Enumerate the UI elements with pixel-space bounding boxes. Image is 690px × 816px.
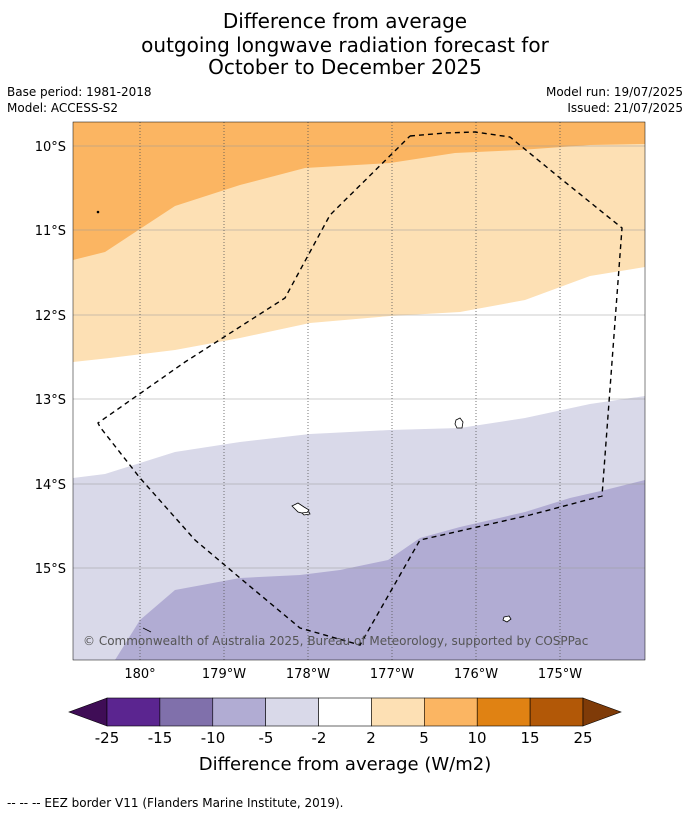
colorbar-extend-low xyxy=(68,697,108,727)
island-futuna xyxy=(291,502,310,515)
lon-label: 177°W xyxy=(370,667,414,682)
island-islet-nw xyxy=(96,210,100,214)
colorbar-swatch xyxy=(265,697,319,727)
lat-label: 14°S xyxy=(35,478,66,493)
colorbar-label: Difference from average (W/m2) xyxy=(199,754,491,775)
map-area: © Commonwealth of Australia 2025, Bureau… xyxy=(73,122,645,660)
band-purple xyxy=(115,480,645,660)
island-wallis xyxy=(454,417,464,429)
colorbar-tick: 10 xyxy=(467,729,486,747)
lat-label: 13°S xyxy=(35,393,66,408)
longitude-labels: 180° 179°W 178°W 177°W 176°W 175°W xyxy=(124,667,582,682)
lat-label: 12°S xyxy=(35,309,66,324)
issued-date: Issued: 21/07/2025 xyxy=(567,101,683,115)
island-niuafoou xyxy=(502,615,512,623)
colorbar-tick: -15 xyxy=(148,729,173,747)
latitude-labels: 10°S 11°S 12°S 13°S 14°S 15°S xyxy=(35,140,66,577)
colorbar-tick: 5 xyxy=(419,729,429,747)
colorbar-ticks: -25 -15 -10 -5 -2 2 5 10 15 25 xyxy=(95,729,593,747)
eez-border xyxy=(97,131,623,646)
band-orange xyxy=(73,122,645,260)
copyright-notice: © Commonwealth of Australia 2025, Bureau… xyxy=(83,634,588,648)
lon-label: 180° xyxy=(124,667,155,682)
title-line-3: October to December 2025 xyxy=(208,55,482,79)
lon-label: 175°W xyxy=(538,667,582,682)
colorbar-tick: 15 xyxy=(520,729,539,747)
colorbar-tick: -5 xyxy=(259,729,274,747)
colorbar-tick: 2 xyxy=(366,729,376,747)
title-line-1: Difference from average xyxy=(222,9,468,33)
colorbar-extend-high xyxy=(582,697,622,727)
lon-label: 179°W xyxy=(202,667,246,682)
colorbar-swatch xyxy=(212,697,266,727)
title-line-2: outgoing longwave radiation forecast for xyxy=(141,33,549,57)
colorbar-swatch xyxy=(159,697,214,727)
model-name: Model: ACCESS-S2 xyxy=(7,101,119,115)
colorbar xyxy=(68,697,622,727)
colorbar-tick: -25 xyxy=(95,729,120,747)
map-frame xyxy=(72,121,646,661)
lat-label: 15°S xyxy=(35,562,66,577)
colorbar-swatch xyxy=(424,697,478,727)
lat-label: 10°S xyxy=(35,140,66,155)
island-alofi xyxy=(301,511,311,516)
colorbar-swatch xyxy=(476,697,531,727)
colorbar-swatch xyxy=(529,697,584,727)
latitude-gridlines xyxy=(73,145,645,569)
colorbar-swatch xyxy=(318,697,372,727)
lat-label: 11°S xyxy=(35,224,66,239)
lon-label: 176°W xyxy=(454,667,498,682)
colorbar-swatch xyxy=(371,697,425,727)
colorbar-tick: -10 xyxy=(201,729,226,747)
island-islet-sw xyxy=(142,627,152,633)
base-period: Base period: 1981-2018 xyxy=(7,85,152,99)
island-outlines xyxy=(96,210,512,633)
eez-legend-note: -- -- -- EEZ border V11 (Flanders Marine… xyxy=(7,796,344,810)
lon-label: 178°W xyxy=(286,667,330,682)
colorbar-tick: -2 xyxy=(312,729,327,747)
colorbar-tick: 25 xyxy=(573,729,592,747)
forecast-map: © Commonwealth of Australia 2025, Bureau… xyxy=(35,121,646,775)
colorbar-swatch xyxy=(106,697,161,727)
model-run: Model run: 19/07/2025 xyxy=(545,85,683,99)
